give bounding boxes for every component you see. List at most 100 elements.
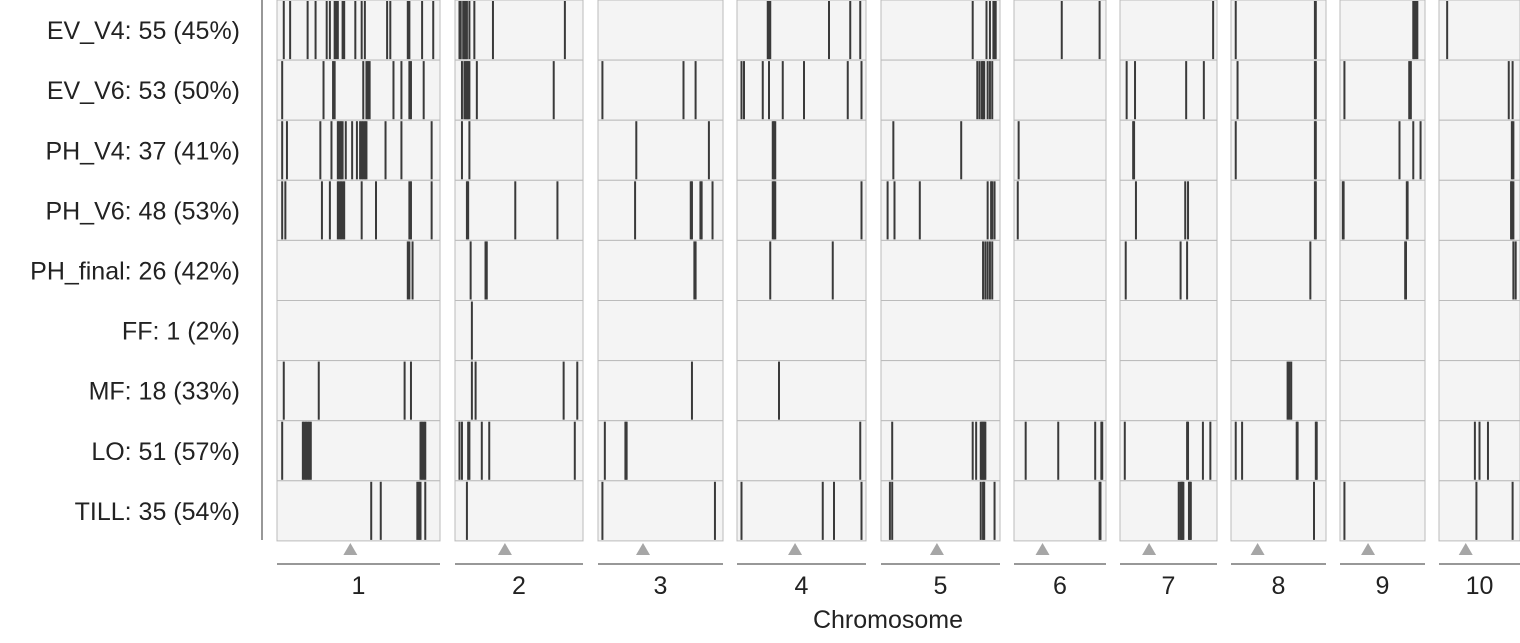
chromosome-tick-label: 10 [1466, 572, 1494, 600]
row-labels: EV_V4: 55 (45%) EV_V6: 53 (50%) PH_V4: 37 … [30, 17, 240, 526]
panel-EV_V4-chr3 [597, 0, 724, 61]
chromosome-tick-label: 4 [795, 572, 809, 600]
panel-PH_final-chr9 [1339, 239, 1426, 301]
panel-PH_V4-chr8 [1230, 119, 1327, 181]
centromere-marker-chr5 [929, 543, 944, 555]
panel-MF-chr6 [1013, 360, 1107, 422]
panel-PH_V4-chr5 [880, 119, 1001, 181]
panel-PH_V4-chr4 [736, 119, 867, 181]
panel-MF-chr3 [597, 360, 724, 422]
panel-EV_V6-chr7 [1119, 59, 1218, 121]
chromosome-tick-label: 9 [1376, 572, 1390, 600]
centromere-marker-chr9 [1361, 543, 1376, 555]
panel-PH_V4-chr3 [597, 119, 724, 181]
panel-EV_V6-chr3 [597, 59, 724, 121]
panel-FF-chr8 [1230, 300, 1327, 362]
panel-LO-chr9 [1339, 420, 1426, 482]
centromere-marker-chr7 [1142, 543, 1157, 555]
panel-PH_V6-chr3 [597, 179, 724, 241]
chromosome-tick-label: 1 [352, 572, 366, 600]
panel-EV_V4-chr4 [736, 0, 867, 61]
panel-PH_final-chr6 [1013, 239, 1107, 301]
chromosome-tick-label: 5 [934, 572, 948, 600]
chromosome-tick-label: 2 [512, 572, 526, 600]
panel-PH_V6-chr6 [1013, 179, 1107, 241]
panel-PH_V4-chr2 [454, 119, 584, 181]
panel-TILL-chr7 [1119, 480, 1218, 542]
panel-EV_V4-chr1 [276, 0, 441, 61]
panel-PH_final-chr1 [276, 239, 441, 301]
panel-FF-chr3 [597, 300, 724, 362]
row-label-PH_V6: PH_V6: 48 (53%) [45, 197, 240, 225]
panel-EV_V6-chr10 [1438, 59, 1520, 121]
centromere-marker-chr10 [1458, 543, 1473, 555]
panel-MF-chr4 [736, 360, 867, 422]
panel-TILL-chr10 [1438, 480, 1520, 542]
panel-EV_V4-chr6 [1013, 0, 1107, 61]
panel-LO-chr7 [1119, 420, 1218, 482]
panel-MF-chr1 [276, 360, 441, 422]
centromere-layer [343, 543, 1473, 555]
panel-PH_V6-chr1 [276, 179, 441, 241]
panel-EV_V6-chr8 [1230, 59, 1327, 121]
panel-FF-chr7 [1119, 300, 1218, 362]
panel-EV_V4-chr5 [880, 0, 1001, 61]
panel-EV_V4-chr2 [454, 0, 584, 61]
row-label-EV_V6: EV_V6: 53 (50%) [47, 77, 240, 105]
centromere-marker-chr8 [1250, 543, 1265, 555]
panel-PH_V4-chr10 [1438, 119, 1520, 181]
centromere-marker-chr4 [788, 543, 803, 555]
panel-FF-chr9 [1339, 300, 1426, 362]
panel-PH_final-chr3 [597, 239, 724, 301]
panel-LO-chr4 [736, 420, 867, 482]
panel-TILL-chr1 [276, 480, 441, 542]
centromere-marker-chr1 [343, 543, 358, 555]
marks-layer [281, 1, 1517, 540]
panel-EV_V4-chr7 [1119, 0, 1218, 61]
panel-LO-chr1 [276, 420, 441, 482]
panel-PH_final-chr4 [736, 239, 867, 301]
panel-PH_V6-chr4 [736, 179, 867, 241]
panel-PH_V6-chr7 [1119, 179, 1218, 241]
panel-MF-chr9 [1339, 360, 1426, 422]
panel-PH_V4-chr7 [1119, 119, 1218, 181]
centromere-marker-chr3 [636, 543, 650, 555]
panel-PH_V4-chr6 [1013, 119, 1107, 181]
panel-FF-chr4 [736, 300, 867, 362]
panel-EV_V6-chr1 [276, 59, 441, 121]
chromosome-tick-label: 3 [654, 572, 668, 600]
panel-TILL-chr2 [454, 480, 584, 542]
panel-PH_final-chr10 [1438, 239, 1520, 301]
panel-LO-chr6 [1013, 420, 1107, 482]
panel-TILL-chr9 [1339, 480, 1426, 542]
x-axis: 1 2 3 4 5 6 7 8 9 10 [277, 563, 1520, 600]
row-label-LO: LO: 51 (57%) [91, 438, 240, 466]
panel-PH_final-chr5 [880, 239, 1001, 301]
x-axis-title: Chromosome [813, 606, 963, 634]
panel-PH_V6-chr2 [454, 179, 584, 241]
panel-PH_V6-chr8 [1230, 179, 1327, 241]
panel-PH_V4-chr9 [1339, 119, 1426, 181]
panel-LO-chr8 [1230, 420, 1327, 482]
panel-FF-chr5 [880, 300, 1001, 362]
panel-EV_V6-chr4 [736, 59, 867, 121]
row-label-MF: MF: 18 (33%) [89, 378, 240, 406]
panel-TILL-chr6 [1013, 480, 1107, 542]
panel-MF-chr7 [1119, 360, 1218, 422]
row-label-PH_final: PH_final: 26 (42%) [30, 257, 240, 285]
panel-PH_V6-chr9 [1339, 179, 1426, 241]
panel-PH_final-chr2 [454, 239, 584, 301]
panel-MF-chr5 [880, 360, 1001, 422]
chromosome-tick-label: 7 [1162, 572, 1176, 600]
panels-layer [276, 0, 1520, 542]
panel-EV_V4-chr10 [1438, 0, 1520, 61]
panel-TILL-chr4 [736, 480, 867, 542]
panel-FF-chr6 [1013, 300, 1107, 362]
chromosome-tick-label: 6 [1053, 572, 1067, 600]
row-label-TILL: TILL: 35 (54%) [75, 498, 240, 526]
panel-LO-chr3 [597, 420, 724, 482]
panel-PH_final-chr8 [1230, 239, 1327, 301]
panel-PH_V6-chr5 [880, 179, 1001, 241]
panel-TILL-chr3 [597, 480, 724, 542]
